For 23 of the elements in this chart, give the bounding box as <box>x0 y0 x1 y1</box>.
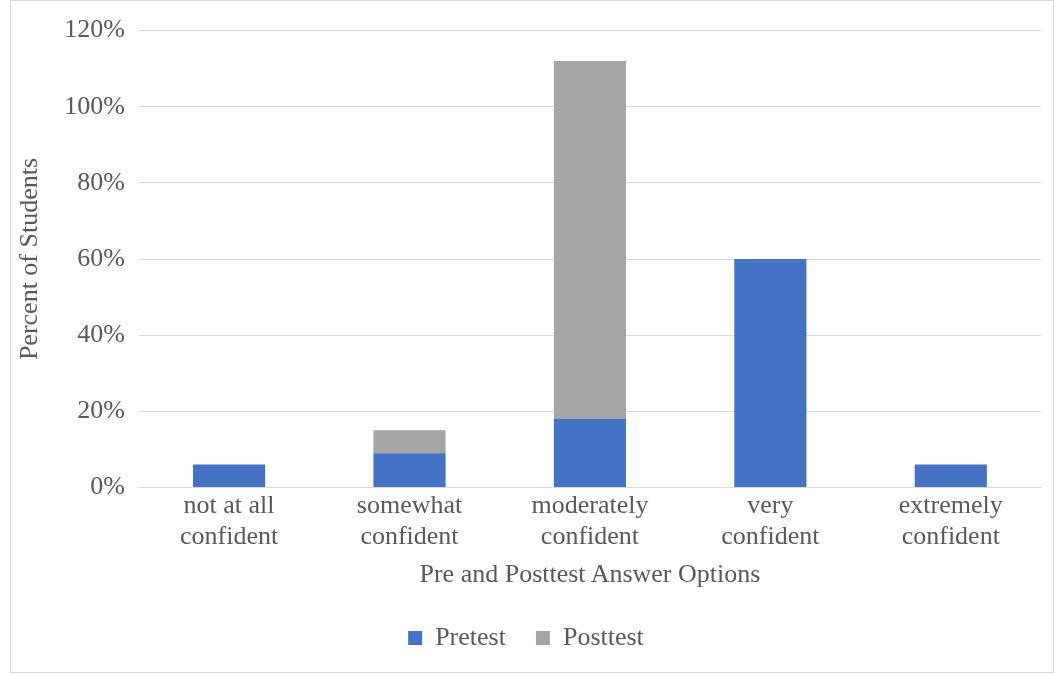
y-tick-label: 100% <box>64 90 125 120</box>
y-tick-label: 0% <box>90 471 125 501</box>
bar <box>553 61 627 419</box>
x-tick-label: not at all confident <box>179 489 279 551</box>
bar <box>192 464 266 487</box>
x-tick-label: extremely confident <box>898 489 1003 551</box>
legend-label: Pretest <box>435 621 507 651</box>
y-axis-title: Percent of Students <box>14 157 44 361</box>
y-tick-label: 40% <box>77 318 125 348</box>
bar <box>553 418 627 487</box>
bar <box>734 259 807 487</box>
x-tick-label: very confident <box>721 489 821 551</box>
y-tick-label: 120% <box>64 14 125 44</box>
y-tick-label: 60% <box>77 242 125 272</box>
x-tick-label: somewhat confident <box>356 489 463 551</box>
y-tick-label: 20% <box>77 395 125 425</box>
y-tick-label: 80% <box>77 166 125 196</box>
bar <box>373 453 446 487</box>
legend-label: Posttest <box>562 621 645 651</box>
bar <box>914 464 987 487</box>
x-tick-label: moderately confident <box>531 489 649 551</box>
x-axis-title: Pre and Posttest Answer Options <box>419 559 761 589</box>
bar <box>373 430 446 454</box>
